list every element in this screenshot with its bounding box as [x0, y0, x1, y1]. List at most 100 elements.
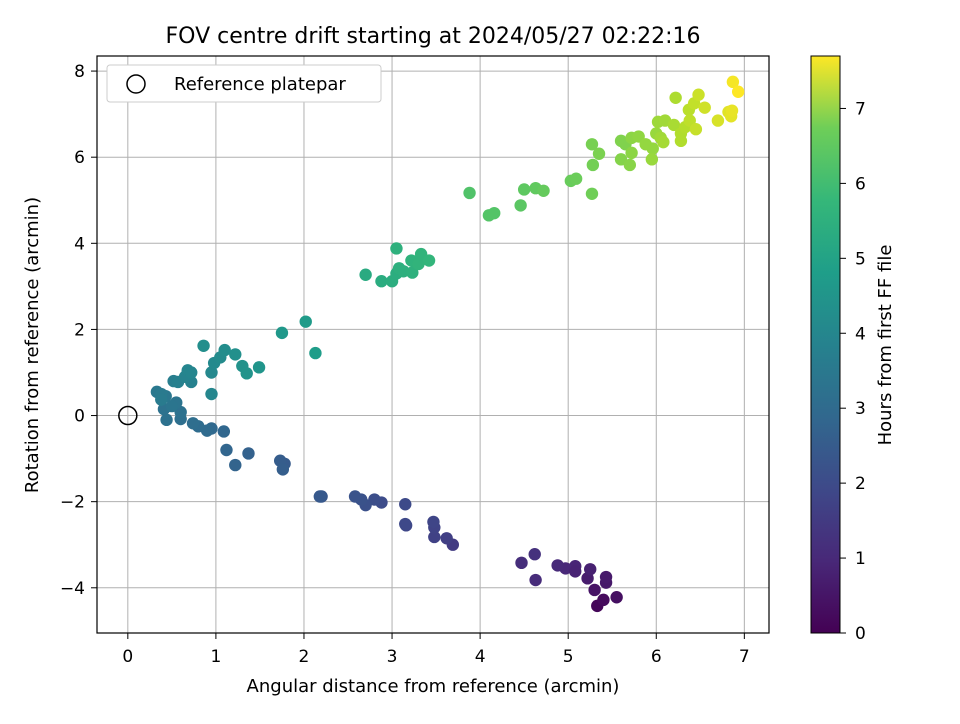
data-point	[205, 387, 218, 401]
data-point	[463, 186, 476, 200]
data-point	[252, 361, 266, 374]
data-point	[174, 405, 187, 419]
data-point	[585, 138, 599, 151]
colorbar-tick-label: 6	[855, 174, 866, 194]
x-axis-ticks: 0 1 2 3 4 5 6 7	[122, 633, 750, 667]
data-point	[275, 326, 289, 340]
data-point	[220, 443, 233, 457]
data-point	[229, 458, 242, 472]
data-point	[427, 515, 440, 529]
data-point	[309, 346, 322, 360]
colorbar	[810, 55, 841, 634]
legend: Reference platepar	[106, 64, 382, 103]
data-point	[599, 570, 613, 584]
data-point	[610, 591, 623, 604]
plot-frame	[96, 55, 770, 634]
data-point	[528, 548, 541, 561]
data-point	[375, 275, 388, 288]
chart-title: FOV centre drift starting at 2024/05/27 …	[166, 24, 701, 49]
data-point	[731, 85, 745, 98]
y-tick-label: −2	[60, 493, 85, 513]
data-point	[422, 254, 436, 267]
colorbar-tick-label: 4	[855, 324, 866, 344]
data-point	[614, 153, 628, 166]
colorbar-tick-label: 5	[855, 249, 866, 269]
data-point	[726, 75, 740, 89]
y-tick-label: 4	[74, 234, 85, 254]
data-point	[155, 393, 168, 406]
colorbar-tick-label: 0	[855, 624, 866, 644]
x-tick-label: 2	[299, 647, 310, 667]
colorbar-ticks: 0 1 2 3 4 5 6 7	[840, 99, 866, 644]
data-point	[592, 147, 606, 160]
data-point	[348, 490, 362, 503]
x-axis-label: Angular distance from reference (arcmin)	[247, 676, 620, 697]
y-tick-label: 8	[74, 62, 85, 82]
data-point	[428, 530, 441, 544]
data-point	[399, 498, 412, 511]
y-axis-label: Rotation from reference (arcmin)	[22, 197, 43, 493]
data-point	[551, 559, 564, 572]
data-point	[218, 343, 231, 357]
legend-marker-icon	[126, 74, 146, 94]
data-point	[514, 199, 527, 212]
data-point	[569, 565, 582, 578]
data-point	[725, 104, 739, 117]
x-tick-label: 7	[739, 647, 750, 667]
data-point	[537, 184, 550, 197]
colorbar-tick-label: 2	[855, 474, 866, 494]
grid	[97, 56, 769, 633]
data-point	[412, 257, 425, 271]
colorbar-tick-label: 3	[855, 399, 866, 419]
data-point	[669, 91, 682, 104]
data-point	[623, 158, 637, 172]
data-point	[488, 206, 501, 220]
colorbar-label: Hours from first FF file	[875, 245, 896, 446]
legend-box	[106, 64, 382, 103]
data-point	[276, 463, 290, 476]
y-axis-ticks: −4 −2 0 2 4 6 8	[60, 62, 97, 599]
data-point	[529, 573, 542, 587]
data-point	[186, 417, 200, 430]
y-tick-label: 6	[74, 148, 85, 168]
reference-platepar-marker	[118, 405, 138, 426]
data-point	[711, 114, 725, 127]
data-point	[689, 123, 703, 136]
x-tick-label: 4	[475, 647, 486, 667]
data-point	[185, 366, 198, 379]
data-point	[160, 413, 173, 427]
data-point	[242, 447, 255, 460]
data-point	[569, 172, 583, 185]
data-point	[229, 348, 242, 361]
data-point	[440, 532, 453, 545]
y-tick-label: 0	[74, 407, 85, 427]
data-point	[698, 101, 711, 114]
x-tick-label: 6	[651, 647, 662, 667]
reference-marker-group	[118, 405, 138, 426]
x-tick-label: 3	[387, 647, 398, 667]
data-point	[359, 268, 372, 281]
x-tick-label: 1	[210, 647, 221, 667]
data-point	[368, 493, 381, 506]
data-point	[240, 367, 253, 380]
data-points	[150, 75, 745, 613]
x-tick-label: 5	[563, 647, 574, 667]
data-point	[217, 425, 231, 438]
data-point	[597, 593, 610, 607]
data-point	[313, 490, 327, 503]
data-point	[674, 134, 688, 148]
data-point	[515, 556, 528, 570]
data-point	[586, 158, 600, 172]
data-point	[692, 88, 705, 101]
data-point	[390, 242, 403, 255]
data-point	[625, 146, 638, 160]
data-point	[299, 315, 312, 328]
x-tick-label: 0	[122, 647, 133, 667]
data-point	[588, 583, 601, 597]
data-point	[517, 183, 531, 196]
data-point	[165, 399, 179, 413]
y-tick-label: −4	[60, 579, 85, 599]
data-point	[585, 187, 599, 200]
